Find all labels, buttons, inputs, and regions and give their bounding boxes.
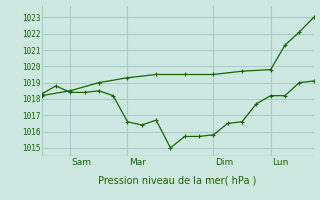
X-axis label: Pression niveau de la mer( hPa ): Pression niveau de la mer( hPa ) xyxy=(99,175,257,185)
Text: Mar: Mar xyxy=(129,158,146,167)
Text: Sam: Sam xyxy=(72,158,92,167)
Text: Lun: Lun xyxy=(272,158,288,167)
Text: Dim: Dim xyxy=(215,158,233,167)
